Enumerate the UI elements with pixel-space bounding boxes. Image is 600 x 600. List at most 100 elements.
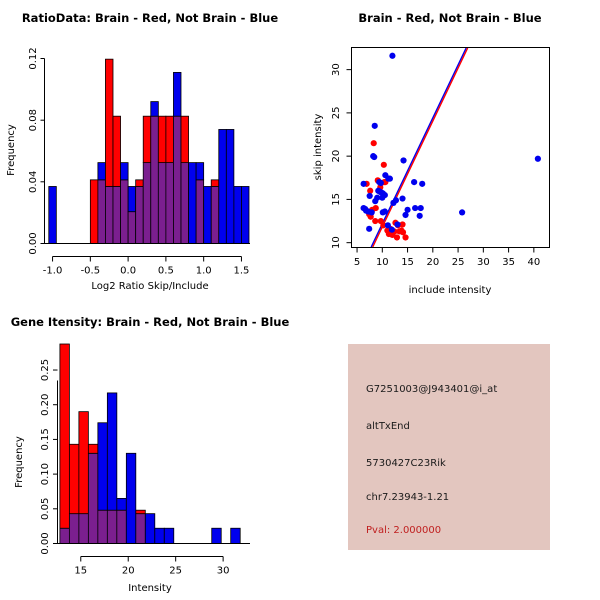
gene-histogram-svg: Gene Itensity: Brain - Red, Not Brain - … xyxy=(11,315,290,594)
scatter-point xyxy=(372,204,379,212)
x-tick-label: -0.5 xyxy=(81,266,101,277)
hist-bar-overlap xyxy=(210,186,220,244)
scatter-point xyxy=(399,229,407,236)
scatter-point xyxy=(388,226,396,233)
scatter-point xyxy=(534,155,541,162)
hist-bar-blue xyxy=(230,527,241,544)
scatter-plot-frame xyxy=(351,47,550,248)
scatter-point xyxy=(417,204,424,212)
gene-info-panel: G7251003@J943401@i_at altTxEnd 5730427C2… xyxy=(300,300,600,600)
gene-xlabel: Intensity xyxy=(128,583,172,594)
info-pval: Pval: 2.000000 xyxy=(366,525,442,536)
y-tick-label: 0.25 xyxy=(40,359,51,381)
hist-bar-red xyxy=(68,443,80,515)
scatter-point xyxy=(400,157,407,164)
hist-bar-blue xyxy=(97,422,108,511)
hist-bar-blue xyxy=(173,72,182,117)
hist-bar-blue xyxy=(163,527,175,544)
gene-x-axis xyxy=(80,556,224,562)
y-tick-label: 20 xyxy=(331,150,342,163)
scatter-fit-lines xyxy=(370,48,469,247)
ratio-ylabel: Frequency xyxy=(6,124,17,176)
hist-bar-red xyxy=(78,411,89,515)
hist-bar-red xyxy=(89,179,99,244)
regression-line xyxy=(370,48,467,247)
x-tick-label: 15 xyxy=(74,566,87,577)
gene-x-tick-labels: 15 20 25 30 xyxy=(74,566,229,577)
gene-histogram-title: Gene Itensity: Brain - Red, Not Brain - … xyxy=(11,315,290,329)
scatter-point xyxy=(367,187,374,194)
hist-bar-overlap xyxy=(97,509,108,544)
hist-bar-overlap xyxy=(195,179,205,244)
hist-bar-blue xyxy=(125,452,137,544)
hist-bar-red xyxy=(180,115,189,164)
hist-bar-blue xyxy=(211,527,222,544)
scatter-point xyxy=(360,180,367,187)
x-tick-label: 0.0 xyxy=(120,266,136,277)
hist-bar-blue xyxy=(225,129,235,244)
hist-bar-overlap xyxy=(59,527,70,544)
hist-bar-blue xyxy=(116,497,127,511)
gene-y-ticks: 0.00 0.05 0.10 0.15 0.20 0.25 xyxy=(40,359,58,555)
hist-bar-overlap xyxy=(157,162,167,244)
scatter-point xyxy=(370,140,377,147)
ratio-xlabel: Log2 Ratio Skip/Include xyxy=(91,281,208,292)
hist-bar-overlap xyxy=(142,162,152,244)
scatter-point xyxy=(412,204,419,212)
ratio-ytick-0: 0.00 xyxy=(28,232,39,254)
scatter-point xyxy=(402,211,409,219)
ratio-y-ticks xyxy=(40,58,45,244)
scatter-xlabel: include intensity xyxy=(409,285,492,296)
ratio-ytick-2: 0.08 xyxy=(28,109,39,131)
hist-bar-overlap xyxy=(105,186,114,244)
scatter-point xyxy=(404,206,411,213)
y-tick-label: 0.10 xyxy=(40,463,51,485)
scatter-panel: Brain - Red, Not Brain - Blue 10 15 20 25 30… xyxy=(300,0,600,300)
ratio-histogram-panel: RatioData: Brain - Red, Not Brain - Blue… xyxy=(0,0,300,300)
hist-bar-red xyxy=(112,115,121,187)
x-tick-label: 1.0 xyxy=(196,266,212,277)
hist-bar-red xyxy=(87,443,99,454)
hist-bar-overlap xyxy=(135,186,144,244)
hist-bar-blue xyxy=(188,162,197,244)
scatter-point xyxy=(377,179,384,187)
scatter-svg: Brain - Red, Not Brain - Blue 10 15 20 25 30… xyxy=(313,11,550,296)
scatter-point xyxy=(399,221,406,228)
gene-info-box: G7251003@J943401@i_at altTxEnd 5730427C2… xyxy=(348,344,550,550)
x-tick-label: 20 xyxy=(426,257,439,268)
scatter-point xyxy=(416,212,423,219)
hist-bar-blue xyxy=(144,513,156,544)
hist-bar-blue xyxy=(233,186,242,244)
hist-bar-overlap xyxy=(127,211,137,244)
y-tick-label: 10 xyxy=(331,236,342,249)
hist-bar-red xyxy=(157,115,167,164)
y-tick-label: 30 xyxy=(331,63,342,76)
hist-bar-blue xyxy=(120,162,129,181)
hist-bar-blue xyxy=(106,392,118,511)
info-locus: chr7.23943-1.21 xyxy=(366,492,450,503)
hist-bar-overlap xyxy=(180,162,189,244)
ratio-bars-group xyxy=(48,58,250,244)
scatter-y-ticks: 10 15 20 25 30 xyxy=(331,63,352,249)
scatter-point xyxy=(386,175,393,182)
hist-bar-blue xyxy=(150,101,159,117)
scatter-point xyxy=(371,153,378,161)
ratio-x-axis xyxy=(52,256,242,262)
hist-bar-overlap xyxy=(68,513,80,544)
hist-bar-blue xyxy=(48,186,57,244)
scatter-point xyxy=(368,209,375,216)
x-tick-label: 40 xyxy=(527,257,540,268)
hist-bar-overlap xyxy=(165,162,174,244)
x-tick-label: 20 xyxy=(122,566,135,577)
scatter-point xyxy=(380,161,387,168)
x-tick-label: 5 xyxy=(354,257,360,268)
ratio-histogram-title: RatioData: Brain - Red, Not Brain - Blue xyxy=(22,11,279,25)
hist-bar-red xyxy=(135,509,146,515)
hist-bar-overlap xyxy=(150,115,159,244)
hist-bar-blue xyxy=(218,129,227,244)
y-tick-label: 15 xyxy=(331,193,342,206)
x-tick-label: 25 xyxy=(452,257,465,268)
gene-histogram-panel: Gene Itensity: Brain - Red, Not Brain - … xyxy=(0,300,300,600)
scatter-point xyxy=(366,225,373,232)
hist-bar-red xyxy=(210,179,220,187)
